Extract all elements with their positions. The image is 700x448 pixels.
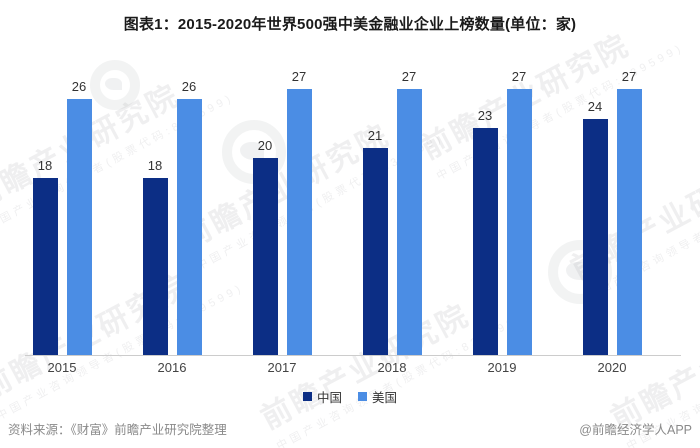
bar-value-label: 18 [147, 158, 163, 173]
legend-label-usa: 美国 [372, 391, 398, 405]
bar-value-label: 26 [71, 79, 87, 94]
x-tick-label-2017: 2017 [267, 360, 297, 375]
bar-wrap-美国-2019: 27 [506, 69, 532, 355]
bar-美国-2018 [396, 89, 422, 355]
bar-中国-2016 [142, 178, 168, 355]
x-tick-label-2016: 2016 [157, 360, 187, 375]
x-tick-label-2015: 2015 [47, 360, 77, 375]
legend-swatch-china [302, 392, 312, 401]
bar-value-label: 18 [37, 158, 53, 173]
bar-美国-2016 [176, 99, 202, 355]
bar-美国-2019 [506, 89, 532, 355]
plot-area: 18 26 18 26 20 27 21 27 23 27 24 27 2015 2016 2017 201… [7, 58, 681, 378]
bar-pair-2016: 18 26 [142, 79, 202, 355]
bar-wrap-中国-2019: 23 [472, 108, 498, 355]
bar-value-label: 27 [621, 69, 637, 84]
bar-美国-2017 [286, 89, 312, 355]
bar-value-label: 24 [587, 99, 603, 114]
bar-wrap-美国-2018: 27 [396, 69, 422, 355]
bar-pair-2015: 18 26 [32, 79, 92, 355]
bar-group-2019: 23 27 [447, 58, 557, 355]
bar-wrap-中国-2018: 21 [362, 128, 388, 355]
bar-中国-2018 [362, 148, 388, 355]
legend-item-china: 中国 [302, 387, 342, 406]
legend-swatch-usa [358, 392, 367, 401]
bar-中国-2017 [252, 158, 278, 355]
bar-wrap-美国-2020: 27 [616, 69, 642, 355]
bar-value-label: 23 [477, 108, 493, 123]
source-note: 资料来源：《财富》前瞻产业研究院整理 [8, 423, 227, 437]
bar-group-2017: 20 27 [227, 58, 337, 355]
bar-中国-2015 [32, 178, 58, 355]
bar-wrap-中国-2017: 20 [252, 138, 278, 355]
bar-value-label: 27 [401, 69, 417, 84]
bar-pair-2017: 20 27 [252, 69, 312, 355]
bar-group-2016: 18 26 [117, 58, 227, 355]
bar-group-2018: 21 27 [337, 58, 447, 355]
x-axis-line [25, 355, 681, 356]
legend-item-usa: 美国 [358, 387, 397, 406]
bar-value-label: 27 [511, 69, 527, 84]
bar-groups: 18 26 18 26 20 27 21 27 23 27 24 27 [7, 58, 667, 355]
x-tick-label-2018: 2018 [377, 360, 407, 375]
bar-value-label: 20 [257, 138, 273, 153]
x-tick-label-2019: 2019 [487, 360, 517, 375]
bar-value-label: 27 [291, 69, 307, 84]
bar-value-label: 21 [367, 128, 383, 143]
bar-中国-2019 [472, 128, 498, 355]
bar-group-2015: 18 26 [7, 58, 117, 355]
bar-group-2020: 24 27 [557, 58, 667, 355]
bar-wrap-中国-2020: 24 [582, 99, 608, 355]
bar-中国-2020 [582, 119, 608, 355]
bar-pair-2020: 24 27 [582, 69, 642, 355]
legend-label-china: 中国 [316, 391, 342, 405]
footer: 资料来源：《财富》前瞻产业研究院整理 @前瞻经济学人APP [8, 419, 692, 438]
bar-wrap-美国-2015: 26 [66, 79, 92, 355]
bar-value-label: 26 [181, 79, 197, 94]
bar-pair-2018: 21 27 [362, 69, 422, 355]
bar-wrap-中国-2015: 18 [32, 158, 58, 355]
bar-wrap-美国-2016: 26 [176, 79, 202, 355]
bar-pair-2019: 23 27 [472, 69, 532, 355]
legend: 中国 美国 [0, 387, 700, 406]
x-axis-labels: 2015 2016 2017 2018 2019 2020 [7, 360, 667, 375]
bar-wrap-美国-2017: 27 [286, 69, 312, 355]
x-tick-label-2020: 2020 [597, 360, 627, 375]
bar-wrap-中国-2016: 18 [142, 158, 168, 355]
chart-title: 图表1：2015-2020年世界500强中美金融业企业上榜数量(单位：家) [123, 16, 577, 33]
bar-美国-2015 [66, 99, 92, 355]
bar-美国-2020 [616, 89, 642, 355]
credit-note: @前瞻经济学人APP [579, 423, 692, 437]
